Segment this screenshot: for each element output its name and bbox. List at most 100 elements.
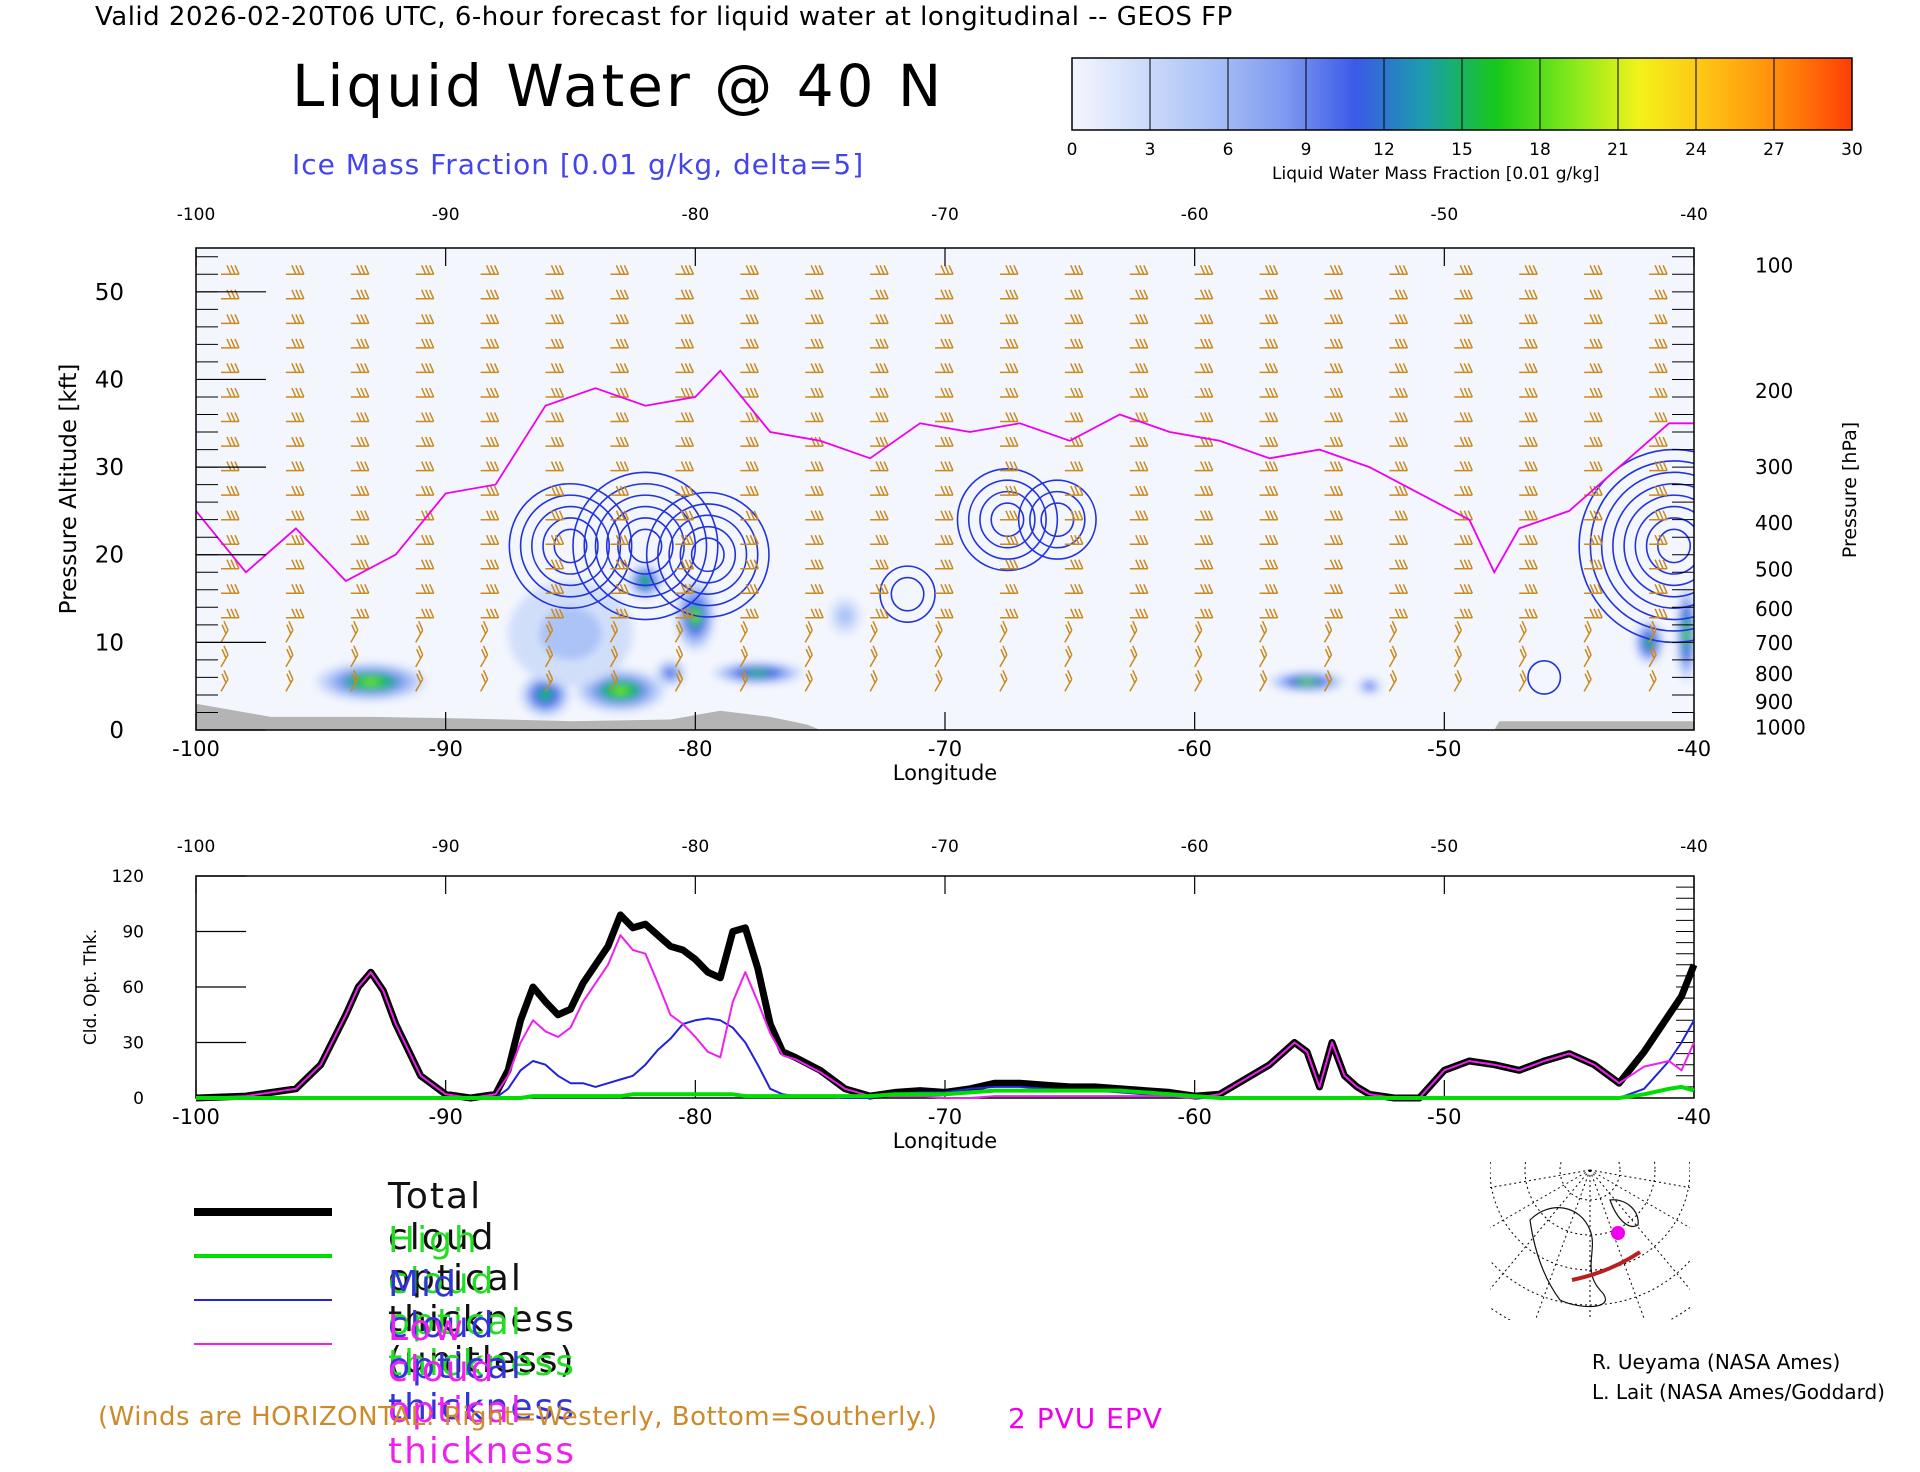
wind-barb (1454, 436, 1473, 447)
y-axis-label: Pressure Altitude [kft] (56, 364, 82, 615)
map-meridian (1589, 1169, 1646, 1320)
wind-barb (804, 669, 813, 692)
wind-barb (415, 314, 435, 325)
wind-barb (870, 412, 889, 423)
wind-barb (740, 314, 759, 325)
wind-barb (1584, 485, 1603, 496)
wind-barb (935, 608, 954, 619)
wind-barb (1389, 559, 1409, 570)
wind-barb (1453, 620, 1462, 643)
wind-barb (350, 461, 370, 472)
wind-barb (740, 363, 759, 374)
wind-barb (675, 387, 695, 398)
wind-barbs (220, 264, 1668, 692)
pressure-tick-label: 700 (1755, 631, 1793, 655)
wind-barb (1194, 485, 1214, 496)
wind-barb (1519, 559, 1538, 570)
wind-barb (220, 620, 229, 643)
wind-barb (739, 645, 748, 668)
series-line (196, 1084, 1695, 1100)
wind-barb (999, 363, 1019, 374)
wind-barb (740, 583, 759, 595)
wind-barb (1584, 436, 1603, 447)
wind-barb (350, 387, 370, 398)
ice-contour-ring (890, 576, 925, 612)
ice-contour-ring (879, 565, 936, 624)
liquid-water-blob (541, 691, 550, 699)
wind-barb (285, 485, 305, 496)
y-tick-label: 30 (95, 455, 124, 481)
wind-barb (999, 559, 1019, 570)
wind-barb (1454, 412, 1473, 423)
wind-barb (415, 387, 435, 398)
wind-barb (1583, 620, 1592, 643)
wind-barb (870, 289, 889, 300)
x-tick-label: -40 (1677, 1105, 1711, 1129)
wind-barb (1259, 534, 1279, 545)
ice-contour-ring (1017, 479, 1097, 560)
wind-barb (1584, 314, 1603, 325)
colorbar-tick-label: 12 (1373, 140, 1395, 160)
wind-barb (415, 645, 424, 668)
colorbar-title: Liquid Water Mass Fraction [0.01 g/kg] (1272, 164, 1600, 184)
wind-barb (739, 669, 748, 692)
subtitle: Ice Mass Fraction [0.01 g/kg, delta=5] (292, 148, 865, 181)
wind-barb (610, 534, 630, 545)
wind-barb (1389, 510, 1409, 521)
x-axis-label: Longitude (893, 1129, 997, 1150)
wind-barb (1324, 510, 1344, 521)
wind-barb (545, 314, 565, 325)
ice-contour-ring (1645, 517, 1694, 575)
ice-contour-ring (628, 528, 663, 564)
wind-barb (1649, 338, 1668, 349)
wind-barb (675, 510, 695, 521)
wind-barb (1649, 436, 1668, 447)
wind-barb (350, 289, 370, 300)
colorbar-tick-label: 15 (1451, 140, 1473, 160)
wind-barb (1324, 534, 1344, 545)
wind-barb (545, 363, 565, 374)
wind-barb (1454, 314, 1473, 325)
wind-barb (1584, 534, 1603, 545)
wind-barb (285, 264, 305, 276)
wind-barb (1324, 412, 1344, 423)
wind-barb (1648, 645, 1657, 668)
ice-contour-ring (1612, 482, 1694, 609)
wind-barb (1583, 645, 1592, 668)
wind-barb (544, 669, 554, 692)
plot-background (196, 248, 1694, 730)
wind-barb (935, 485, 954, 496)
wind-barb (1259, 583, 1279, 595)
wind-barb (740, 289, 759, 300)
wind-barb (675, 412, 695, 423)
y-tick-label: 10 (95, 630, 124, 656)
wind-barb (1389, 534, 1409, 545)
y-tick-label: 120 (112, 867, 144, 887)
wind-barb (805, 510, 824, 521)
wind-barb (610, 363, 630, 374)
x-tick-label: -90 (429, 737, 463, 761)
wind-barb (1064, 485, 1084, 496)
wind-barb (350, 436, 370, 447)
wind-barb (934, 620, 943, 643)
wind-barb (999, 534, 1019, 545)
wind-barb (1194, 412, 1214, 423)
wind-barb (415, 363, 435, 374)
wind-barb (805, 363, 824, 374)
wind-barb (221, 363, 240, 374)
wind-barb (675, 363, 695, 374)
wind-barb (1259, 314, 1279, 325)
wind-barb (1064, 412, 1084, 423)
wind-barb (675, 461, 695, 472)
wind-barb (1194, 338, 1214, 349)
ice-contour-ring (553, 528, 588, 564)
wind-barb (415, 620, 424, 643)
wind-barb (285, 461, 305, 472)
wind-barb (870, 485, 889, 496)
wind-barb (999, 264, 1019, 276)
optical-thickness-chart: -100 -100 -90 -90 -80 -80 -70 -70 -60 -60 -50 -50 -4… (81, 837, 1711, 1150)
wind-barb (675, 314, 695, 325)
wind-barb (545, 264, 565, 276)
wind-barb (221, 289, 240, 300)
wind-barb (1129, 669, 1138, 692)
